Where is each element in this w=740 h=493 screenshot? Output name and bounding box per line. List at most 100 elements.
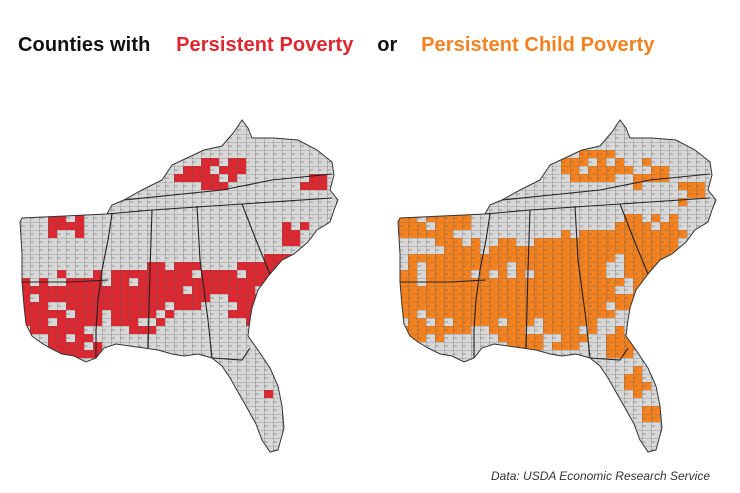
- highlighted-county: [273, 270, 282, 278]
- map-persistent-child-poverty: [363, 119, 717, 453]
- highlighted-county: [633, 302, 642, 310]
- highlighted-county: [372, 302, 381, 310]
- highlighted-county: [651, 286, 660, 294]
- highlighted-county: [669, 270, 678, 278]
- highlighted-county: [398, 214, 399, 222]
- highlighted-county: [651, 286, 660, 294]
- highlighted-county: [651, 286, 660, 294]
- highlighted-county: [372, 310, 381, 318]
- highlighted-county: [255, 310, 264, 318]
- highlighted-county: [398, 302, 399, 310]
- highlighted-county: [398, 318, 399, 326]
- highlighted-county: [381, 214, 390, 222]
- highlighted-county: [20, 310, 21, 318]
- highlighted-county: [282, 262, 291, 270]
- highlighted-county: [372, 294, 381, 302]
- highlighted-county: [372, 222, 381, 230]
- highlighted-county: [20, 310, 21, 318]
- highlighted-county: [408, 342, 417, 350]
- highlighted-county: [282, 262, 291, 270]
- highlighted-county: [282, 270, 291, 278]
- highlighted-county: [660, 286, 669, 294]
- highlighted-county: [363, 318, 372, 326]
- highlighted-county: [660, 262, 669, 270]
- highlighted-county: [282, 270, 291, 278]
- highlighted-county: [372, 310, 381, 318]
- highlighted-county: [282, 262, 291, 270]
- highlighted-county: [398, 318, 399, 326]
- highlighted-county: [398, 294, 399, 302]
- title-series-persistent-poverty: Persistent Poverty: [176, 34, 354, 56]
- highlighted-county: [642, 294, 651, 302]
- highlighted-county: [372, 318, 381, 326]
- highlighted-county: [399, 334, 408, 342]
- highlighted-county: [642, 302, 651, 310]
- highlighted-county: [398, 294, 399, 302]
- maps-container: [19, 119, 717, 453]
- highlighted-county: [398, 326, 399, 334]
- source-credit: Data: USDA Economic Research Service: [491, 469, 710, 483]
- highlighted-county: [398, 214, 399, 222]
- highlighted-county: [651, 270, 660, 278]
- highlighted-county: [372, 318, 381, 326]
- highlighted-county: [282, 294, 291, 302]
- highlighted-county: [399, 334, 408, 342]
- highlighted-county: [633, 310, 642, 318]
- highlighted-county: [642, 294, 651, 302]
- highlighted-county: [660, 270, 669, 278]
- map-a-county-borders: [20, 120, 338, 452]
- title-conjunction: or: [377, 34, 398, 56]
- highlighted-county: [381, 302, 390, 310]
- highlighted-county: [398, 302, 399, 310]
- highlighted-county: [381, 286, 390, 294]
- title-series-persistent-child-poverty: Persistent Child Poverty: [421, 34, 655, 56]
- highlighted-county: [398, 230, 399, 238]
- highlighted-county: [669, 278, 678, 286]
- highlighted-county: [264, 294, 273, 302]
- highlighted-county: [372, 302, 381, 310]
- highlighted-county: [273, 294, 282, 302]
- highlighted-county: [372, 326, 381, 334]
- highlighted-county: [651, 270, 660, 278]
- highlighted-county: [381, 318, 390, 326]
- highlighted-county: [651, 302, 660, 310]
- highlighted-county: [398, 334, 399, 342]
- highlighted-county: [398, 302, 399, 310]
- map-b-county-borders: [398, 120, 716, 452]
- highlighted-county: [660, 262, 669, 270]
- highlighted-county: [669, 270, 678, 278]
- highlighted-county: [282, 278, 291, 286]
- highlighted-county: [273, 270, 282, 278]
- highlighted-county: [264, 294, 273, 302]
- highlighted-county: [642, 294, 651, 302]
- highlighted-county: [399, 334, 408, 342]
- highlighted-county: [273, 294, 282, 302]
- highlighted-county: [642, 294, 651, 302]
- highlighted-county: [273, 278, 282, 286]
- highlighted-county: [381, 310, 390, 318]
- highlighted-county: [372, 214, 381, 222]
- map-persistent-poverty: [19, 119, 339, 453]
- highlighted-county: [264, 302, 273, 310]
- highlighted-county: [398, 326, 399, 334]
- highlighted-county: [273, 294, 282, 302]
- highlighted-county: [264, 302, 273, 310]
- highlighted-county: [669, 278, 678, 286]
- highlighted-county: [660, 270, 669, 278]
- title: Counties with Persistent Poverty or Pers…: [18, 34, 673, 57]
- highlighted-county: [381, 310, 390, 318]
- highlighted-county: [660, 286, 669, 294]
- highlighted-county: [372, 294, 381, 302]
- map-b-state-borders: [400, 173, 711, 361]
- highlighted-county: [660, 294, 669, 302]
- highlighted-county: [20, 294, 21, 302]
- highlighted-county: [381, 326, 390, 334]
- highlighted-county: [669, 278, 678, 286]
- highlighted-county: [381, 318, 390, 326]
- highlighted-county: [651, 294, 660, 302]
- highlighted-county: [282, 262, 291, 270]
- highlighted-county: [660, 286, 669, 294]
- map-a-state-borders: [22, 173, 333, 361]
- highlighted-county: [660, 406, 669, 414]
